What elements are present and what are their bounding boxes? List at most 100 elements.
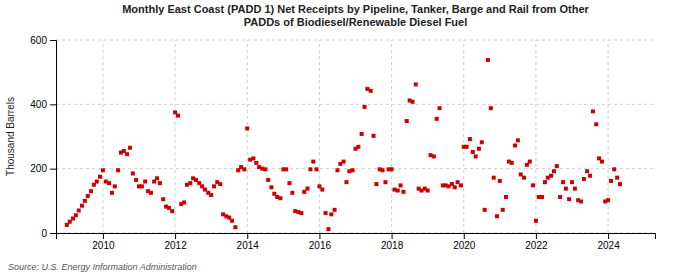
point bbox=[287, 181, 291, 185]
point bbox=[311, 160, 315, 164]
point bbox=[230, 219, 234, 223]
x-grid-line bbox=[319, 40, 320, 233]
point bbox=[594, 122, 598, 126]
point bbox=[528, 160, 532, 164]
point bbox=[522, 176, 526, 180]
point bbox=[414, 82, 418, 86]
point bbox=[218, 182, 222, 186]
point bbox=[552, 169, 556, 173]
point bbox=[585, 169, 589, 173]
point bbox=[128, 146, 132, 150]
point bbox=[158, 181, 162, 185]
x-tick-mark bbox=[247, 233, 248, 239]
point bbox=[363, 105, 367, 109]
point bbox=[426, 189, 430, 193]
point bbox=[399, 183, 403, 187]
point bbox=[483, 208, 487, 212]
x-tick-mark bbox=[319, 233, 320, 239]
point bbox=[324, 211, 328, 215]
points bbox=[65, 58, 622, 231]
point bbox=[374, 182, 378, 186]
x-tick-mark bbox=[175, 233, 176, 239]
point bbox=[498, 179, 502, 183]
point bbox=[570, 180, 574, 184]
point bbox=[342, 160, 346, 164]
point bbox=[383, 180, 387, 184]
x-tick: 2018 bbox=[381, 233, 404, 251]
point bbox=[86, 194, 90, 198]
x-grid-line bbox=[391, 40, 392, 233]
point bbox=[486, 58, 490, 62]
point bbox=[504, 195, 508, 199]
point bbox=[308, 167, 312, 171]
point bbox=[83, 199, 87, 203]
x-grid-line bbox=[102, 40, 103, 233]
x-tick-label: 2010 bbox=[92, 240, 115, 251]
point bbox=[405, 119, 409, 123]
x-tick-label: 2024 bbox=[597, 240, 620, 251]
point bbox=[266, 178, 270, 182]
point bbox=[212, 184, 216, 188]
point bbox=[618, 182, 622, 186]
x-tick-mark bbox=[536, 233, 537, 239]
point bbox=[480, 140, 484, 144]
point bbox=[489, 106, 493, 110]
point bbox=[101, 168, 105, 172]
point bbox=[254, 161, 258, 165]
point bbox=[495, 214, 499, 218]
point bbox=[531, 183, 535, 187]
point bbox=[125, 152, 129, 156]
point bbox=[116, 168, 120, 172]
x-tick: 2012 bbox=[164, 233, 187, 251]
point bbox=[89, 189, 93, 193]
grid bbox=[56, 40, 655, 233]
x-tick: 2024 bbox=[597, 233, 620, 251]
point bbox=[588, 174, 592, 178]
point bbox=[615, 176, 619, 180]
point bbox=[573, 187, 577, 191]
x-tick: 2010 bbox=[92, 233, 115, 251]
point bbox=[278, 196, 282, 200]
point bbox=[333, 208, 337, 212]
point bbox=[435, 117, 439, 121]
point bbox=[555, 164, 559, 168]
point bbox=[401, 190, 405, 194]
x-tick-label: 2022 bbox=[525, 240, 548, 251]
point bbox=[182, 200, 186, 204]
point bbox=[107, 181, 111, 185]
point bbox=[561, 180, 565, 184]
point bbox=[113, 184, 117, 188]
point bbox=[477, 147, 481, 151]
point bbox=[396, 189, 400, 193]
y-tick: 600 bbox=[30, 35, 56, 46]
y-tick-mark bbox=[50, 40, 56, 41]
point bbox=[606, 198, 610, 202]
y-grid-line bbox=[56, 40, 655, 41]
point bbox=[432, 154, 436, 158]
point bbox=[131, 171, 135, 175]
point bbox=[510, 161, 514, 165]
point bbox=[306, 187, 310, 191]
point bbox=[290, 191, 294, 195]
point bbox=[233, 225, 237, 229]
point bbox=[149, 191, 153, 195]
point bbox=[369, 89, 373, 93]
x-grid-line bbox=[608, 40, 609, 233]
y-tick: 200 bbox=[30, 163, 56, 174]
point bbox=[438, 106, 442, 110]
y-tick-mark bbox=[50, 233, 56, 234]
point bbox=[315, 167, 319, 171]
title-line: PADDs of Biodiesel/Renewable Diesel Fuel bbox=[244, 16, 468, 28]
point bbox=[582, 177, 586, 181]
point bbox=[134, 178, 138, 182]
x-tick-label: 2018 bbox=[381, 240, 404, 251]
point bbox=[609, 179, 613, 183]
point bbox=[98, 175, 102, 179]
point bbox=[600, 160, 604, 164]
point bbox=[351, 168, 355, 172]
point bbox=[564, 187, 568, 191]
point bbox=[411, 100, 415, 104]
x-tick-label: 2016 bbox=[309, 240, 332, 251]
point bbox=[453, 185, 457, 189]
y-tick-mark bbox=[50, 169, 56, 170]
